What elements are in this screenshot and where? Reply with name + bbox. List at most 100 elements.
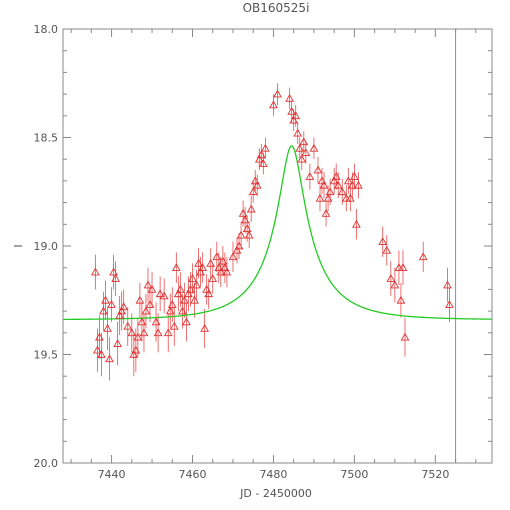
data-point [204,289,214,298]
data-point [151,317,161,326]
data-point [256,150,266,159]
data-point [337,187,347,196]
data-point [315,193,325,202]
data-point [273,89,282,98]
data-point [192,280,201,289]
x-tick-label: 7500 [340,468,368,481]
data-point [159,291,169,300]
data-point [345,193,355,202]
data-point [445,300,454,308]
data-point [323,193,333,202]
data-point [196,267,205,276]
data-point [443,280,452,289]
data-point [137,317,147,326]
data-point [135,295,145,304]
data-point [178,306,187,315]
data-point [343,176,353,185]
data-point [331,172,341,180]
data-point [115,310,125,319]
data-point [103,323,112,332]
data-point [105,354,114,363]
data-point [250,176,260,185]
data-point [329,176,339,185]
data-point [171,263,181,272]
data-point [398,263,408,272]
data-point [194,258,203,267]
data-point [289,115,299,124]
data-point [123,321,133,330]
data-point [200,323,210,332]
data-point [246,204,256,213]
data-point [180,295,189,304]
data-point [141,306,151,315]
x-tick-label: 7440 [98,468,126,481]
data-point [333,180,343,189]
data-point [248,187,258,196]
data-point [147,284,157,293]
data-point [378,237,388,245]
y-tick-label: 18.0 [34,23,59,36]
data-point [354,180,363,189]
y-tick-label: 19.5 [34,349,59,362]
data-point [382,245,392,254]
data-point [390,280,400,289]
data-point [238,208,248,217]
data-point [198,263,207,272]
y-tick-label: 19.0 [34,240,59,253]
plot-area [62,29,493,463]
data-point [202,284,212,293]
chart-title: OB160525i [243,1,310,15]
data-point [218,256,228,265]
data-point [127,328,137,337]
data-point [182,317,191,326]
data-point [228,252,238,261]
data-point [169,321,179,330]
data-point [97,349,106,358]
data-point [165,306,175,315]
data-point [258,159,268,167]
data-point [173,289,183,298]
data-point [220,263,230,272]
y-axis: 18.0 18.5 19.0 19.5 20.0 [34,23,492,470]
data-point [206,258,216,267]
data-point [167,300,177,308]
data-point [222,267,232,276]
data-point [91,267,100,276]
data-point [99,306,108,315]
model-curve [62,145,493,321]
data-point [285,93,295,102]
data-point [319,180,329,189]
data-point [117,306,127,315]
data-point [291,111,301,120]
data-point [93,345,102,354]
data-point [254,154,264,163]
data-point [133,332,143,341]
data-point [155,289,165,298]
data-point [111,274,120,282]
data-point [269,100,278,109]
data-point [317,176,327,185]
data-point [163,328,173,337]
data-point [295,143,305,152]
data-point [184,289,193,298]
data-point [418,252,428,261]
data-point [131,345,141,354]
data-point [190,295,199,304]
data-point [153,328,163,337]
data-point [242,224,252,232]
data-point [244,230,254,239]
data-point [101,295,110,304]
data-point [113,339,123,347]
y-axis-label: I [12,244,25,247]
data-point [400,332,410,341]
data-point [176,284,185,293]
x-tick-label: 7480 [259,468,287,481]
x-axis-label: JD - 2450000 [239,487,312,500]
data-point [252,180,262,189]
data-point [297,154,307,163]
data-point [352,219,361,228]
data-point [107,300,116,308]
data-point [386,274,396,282]
